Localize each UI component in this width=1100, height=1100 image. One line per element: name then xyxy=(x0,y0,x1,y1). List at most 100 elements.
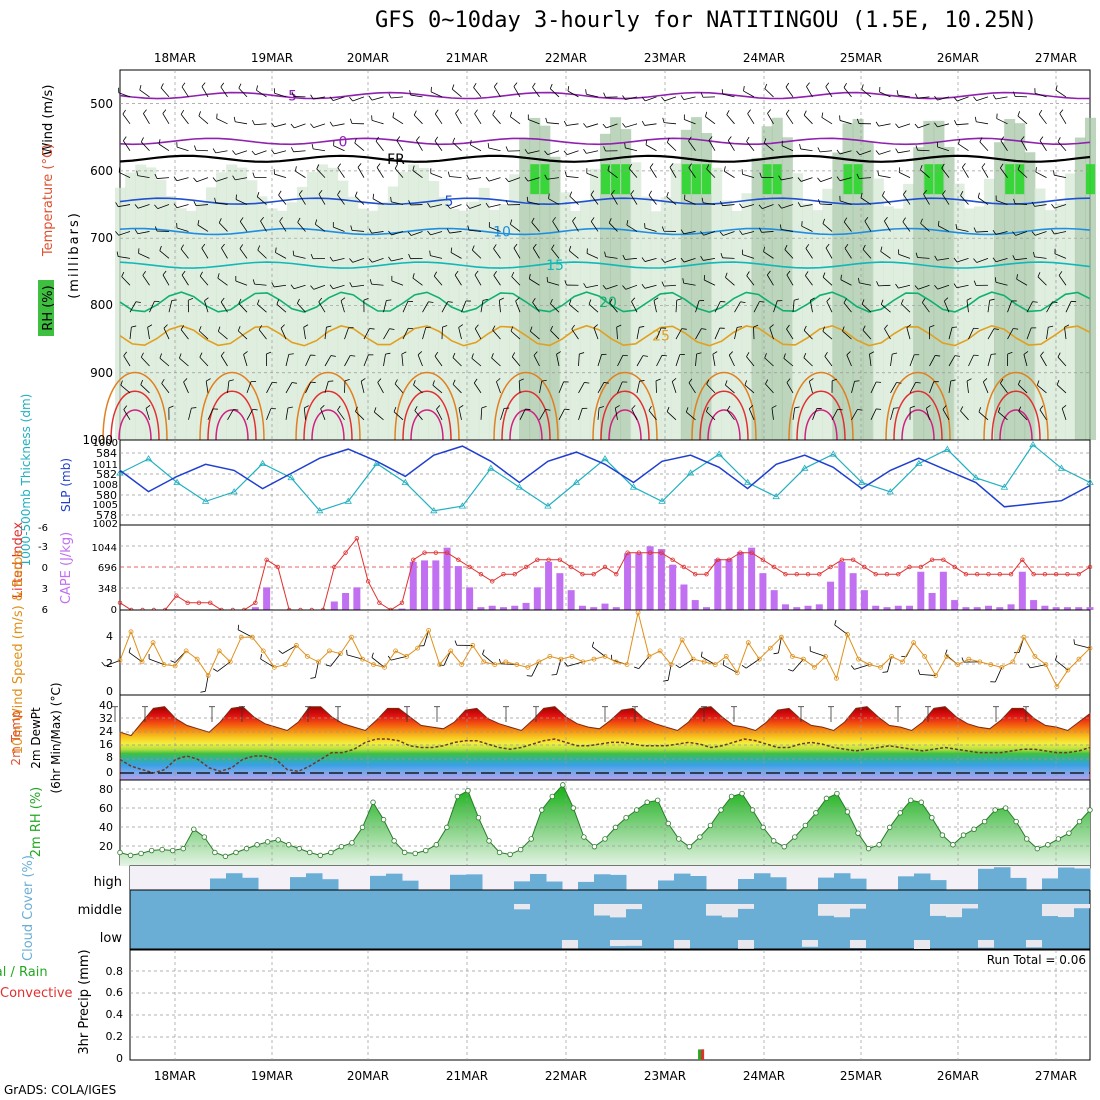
cloud-low-gap-42 xyxy=(802,940,818,947)
slp-thickness-panel: 584 582 580 578 1000 1011 1008 1005 1002… xyxy=(19,394,1094,566)
wind-barb-27-1-flag xyxy=(641,120,645,126)
wind-barb-24-8-flag xyxy=(588,299,592,305)
wind-barb-7-0 xyxy=(256,89,267,98)
wind-barb-27-12 xyxy=(648,410,657,421)
wind-barb-44-8-flag xyxy=(989,298,995,301)
cape-bar-40 xyxy=(567,590,575,610)
wind-barb-31-7-flag xyxy=(725,272,728,278)
wind-barb-8-8 xyxy=(276,304,287,313)
wind-barb-44-0-flag xyxy=(973,96,977,101)
wind-barb-21-11-flag xyxy=(541,379,547,382)
wind10m-speed-line xyxy=(119,612,1091,688)
wind-barb-35-9-flag xyxy=(803,325,807,331)
wind-barb-7-11-flag xyxy=(272,381,278,384)
wind-barb-9-10 xyxy=(305,354,311,367)
wind-barb-37-7-flag xyxy=(840,274,842,280)
wind-barb-17-10 xyxy=(452,357,462,367)
wind-barb-39-3 xyxy=(878,175,891,179)
isotherm-label-20: 20 xyxy=(599,295,617,311)
wind-barb-17-9 xyxy=(458,327,462,340)
wind-barb-34-11 xyxy=(786,382,794,394)
bottom-date-8: 26MAR xyxy=(937,1069,979,1083)
wind-barb-10-10 xyxy=(324,355,332,367)
wind-barb-36-3-flag xyxy=(817,177,822,182)
wind-barb-38-11 xyxy=(870,381,877,394)
rh2m-point-87 xyxy=(1034,845,1040,852)
wind-barb-42-3 xyxy=(941,167,950,178)
wind-barb-25-9 xyxy=(616,327,618,340)
cape-bar-80 xyxy=(1018,571,1026,610)
wind-barb-3-7 xyxy=(181,274,189,286)
wind-barb-16-4 xyxy=(430,204,443,208)
wind-barb-9-1 xyxy=(294,123,306,129)
isotherm-0 xyxy=(119,137,1091,146)
temp-panel: 40 32 24 16 8 0 2m Temp 2m DewPt (6hr Mi… xyxy=(9,682,1091,794)
bottom-date-1: 19MAR xyxy=(251,1069,293,1083)
wind10m-point-1 xyxy=(128,629,134,635)
wind-barb-32-11-flag xyxy=(744,380,748,386)
rh2m-point-38 xyxy=(517,846,524,853)
rh-column-63 xyxy=(751,157,763,441)
temp-grid xyxy=(120,695,1090,780)
rh-column-24 xyxy=(357,208,369,440)
wind10m-point-74 xyxy=(933,673,939,678)
wind-barb-3-12-flag xyxy=(191,407,197,409)
wind-barb-47-2-flag xyxy=(1039,136,1044,141)
lifted-index-point-68 xyxy=(884,571,890,577)
rh-column-6 xyxy=(175,208,187,440)
lifted-index-point-28 xyxy=(433,550,439,555)
wind-barb-25-7-flag xyxy=(602,284,607,290)
isotherm-FR xyxy=(119,154,1091,163)
wind-barb-0-8 xyxy=(129,301,137,313)
wind-barb-34-0 xyxy=(785,86,794,98)
label-precip: 3hr Precip (mm) xyxy=(77,949,92,1054)
wind10m-barb-10 xyxy=(217,661,231,672)
thickness-tick-578: 578 xyxy=(96,509,117,522)
thickness-point-20 xyxy=(686,469,695,476)
wind-barb-9-5 xyxy=(297,222,306,232)
rh2m-point-73 xyxy=(886,824,893,831)
wind-barb-12-10 xyxy=(363,354,369,367)
rh-column-23 xyxy=(347,196,359,440)
wind-barb-1-10-flag xyxy=(140,352,144,358)
lifted-index-point-86 xyxy=(1087,564,1093,570)
cape-bar-71 xyxy=(917,571,925,610)
wind-barb-32-6 xyxy=(742,254,755,259)
wind-barb-41-4-flag xyxy=(923,190,927,195)
wind-barb-28-0 xyxy=(664,96,677,102)
wind-barb-5-3-flag xyxy=(212,177,217,182)
thickness-point-17 xyxy=(601,455,609,462)
wind-barb-7-7-flag xyxy=(252,279,255,285)
wind-barb-20-3 xyxy=(508,177,521,183)
wind-barb-48-0-flag xyxy=(1055,85,1058,91)
wind10m-point-23 xyxy=(371,662,376,667)
warm-contour-4-0 xyxy=(493,371,559,441)
wind-barb-42-1 xyxy=(937,123,950,128)
wind-barb-16-6 xyxy=(430,255,443,259)
wind-barb-6-2-flag xyxy=(232,150,236,155)
lifted-index-point-23 xyxy=(377,600,382,606)
wind-barb-7-4 xyxy=(257,196,267,205)
cape-bar-26 xyxy=(409,561,417,610)
wind-barb-7-8 xyxy=(257,304,267,313)
rh-column-21 xyxy=(327,167,339,440)
thickness-point-28 xyxy=(915,459,923,467)
lifted-index-point-40 xyxy=(568,564,574,570)
wind-barb-20-4-flag xyxy=(505,200,509,206)
wind-barb-47-1 xyxy=(1038,114,1047,125)
wind-barb-31-5 xyxy=(723,231,735,236)
wind-barb-29-2 xyxy=(688,140,696,151)
wind-barb-21-12 xyxy=(539,409,546,421)
wind-barb-27-7-flag xyxy=(641,284,646,289)
wind-barb-1-5 xyxy=(137,231,150,235)
top-date-axis: 18MAR 19MAR 20MAR 21MAR 22MAR 23MAR 24MA… xyxy=(154,51,1077,65)
wind-barb-30-5-flag xyxy=(700,231,704,236)
cloud-low-gaps xyxy=(562,940,1042,949)
wind-barb-27-12-flag xyxy=(648,405,652,411)
wind-barb-35-7 xyxy=(805,275,813,286)
cape-bar-47 xyxy=(646,546,654,610)
wind-barb-1-7 xyxy=(142,275,150,286)
wind-barb-36-6-flag xyxy=(825,243,830,249)
wind-barb-23-9-flag xyxy=(571,324,575,330)
